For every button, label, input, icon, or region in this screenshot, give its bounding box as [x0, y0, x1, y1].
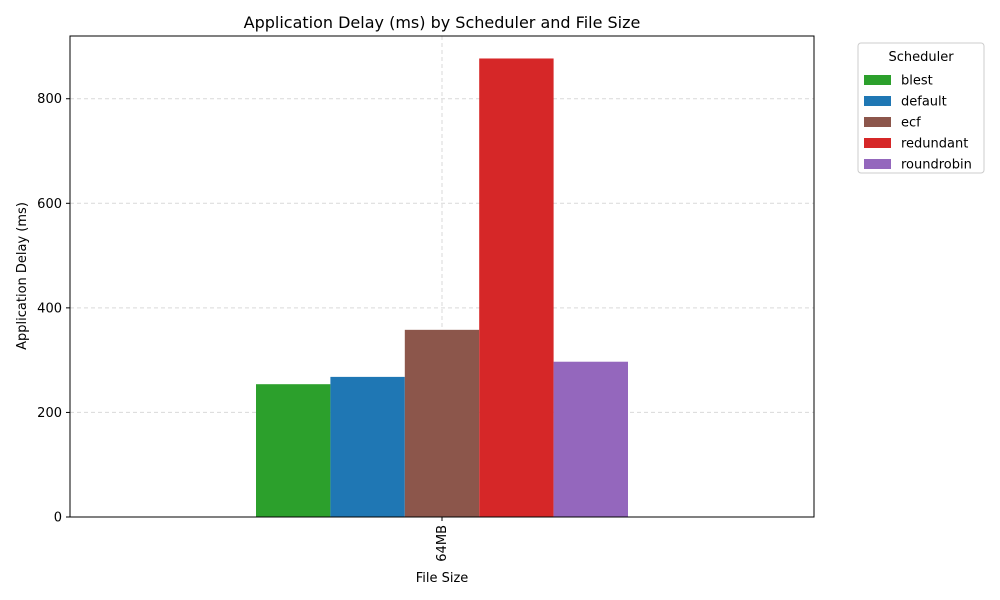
legend-swatch-redundant — [864, 138, 891, 148]
x-tick-label: 64MB — [435, 525, 450, 562]
y-axis-label: Application Delay (ms) — [15, 202, 30, 350]
legend-items: blest default ecf redundant roundrobin — [864, 74, 972, 173]
chart-title: Application Delay (ms) by Scheduler and … — [244, 13, 641, 32]
bars-layer — [256, 58, 628, 518]
x-axis: 64MB — [435, 517, 450, 562]
legend-swatch-ecf — [864, 117, 891, 127]
bar-default — [330, 376, 405, 517]
bar-ecf — [404, 329, 480, 517]
bar-roundrobin — [553, 361, 628, 517]
bar-blest — [256, 384, 331, 517]
x-axis-label: File Size — [416, 571, 469, 586]
legend-label-default: default — [901, 95, 947, 110]
y-tick-label: 400 — [37, 301, 62, 316]
legend: Scheduler blest default ecf redundant roundr… — [857, 42, 985, 174]
legend-label-redundant: redundant — [901, 137, 968, 152]
y-tick-label: 800 — [37, 92, 62, 107]
y-tick-label: 0 — [54, 511, 62, 526]
y-axis: 0 200 400 600 800 — [37, 92, 70, 526]
y-tick-label: 600 — [37, 197, 62, 212]
y-tick-label: 200 — [37, 406, 62, 421]
legend-swatch-default — [864, 96, 891, 106]
legend-label-blest: blest — [901, 74, 933, 89]
bar-redundant — [479, 58, 554, 518]
legend-label-ecf: ecf — [901, 116, 921, 131]
legend-swatch-roundrobin — [864, 159, 891, 169]
legend-label-roundrobin: roundrobin — [901, 158, 972, 173]
legend-swatch-blest — [864, 75, 891, 85]
legend-title: Scheduler — [888, 50, 954, 65]
